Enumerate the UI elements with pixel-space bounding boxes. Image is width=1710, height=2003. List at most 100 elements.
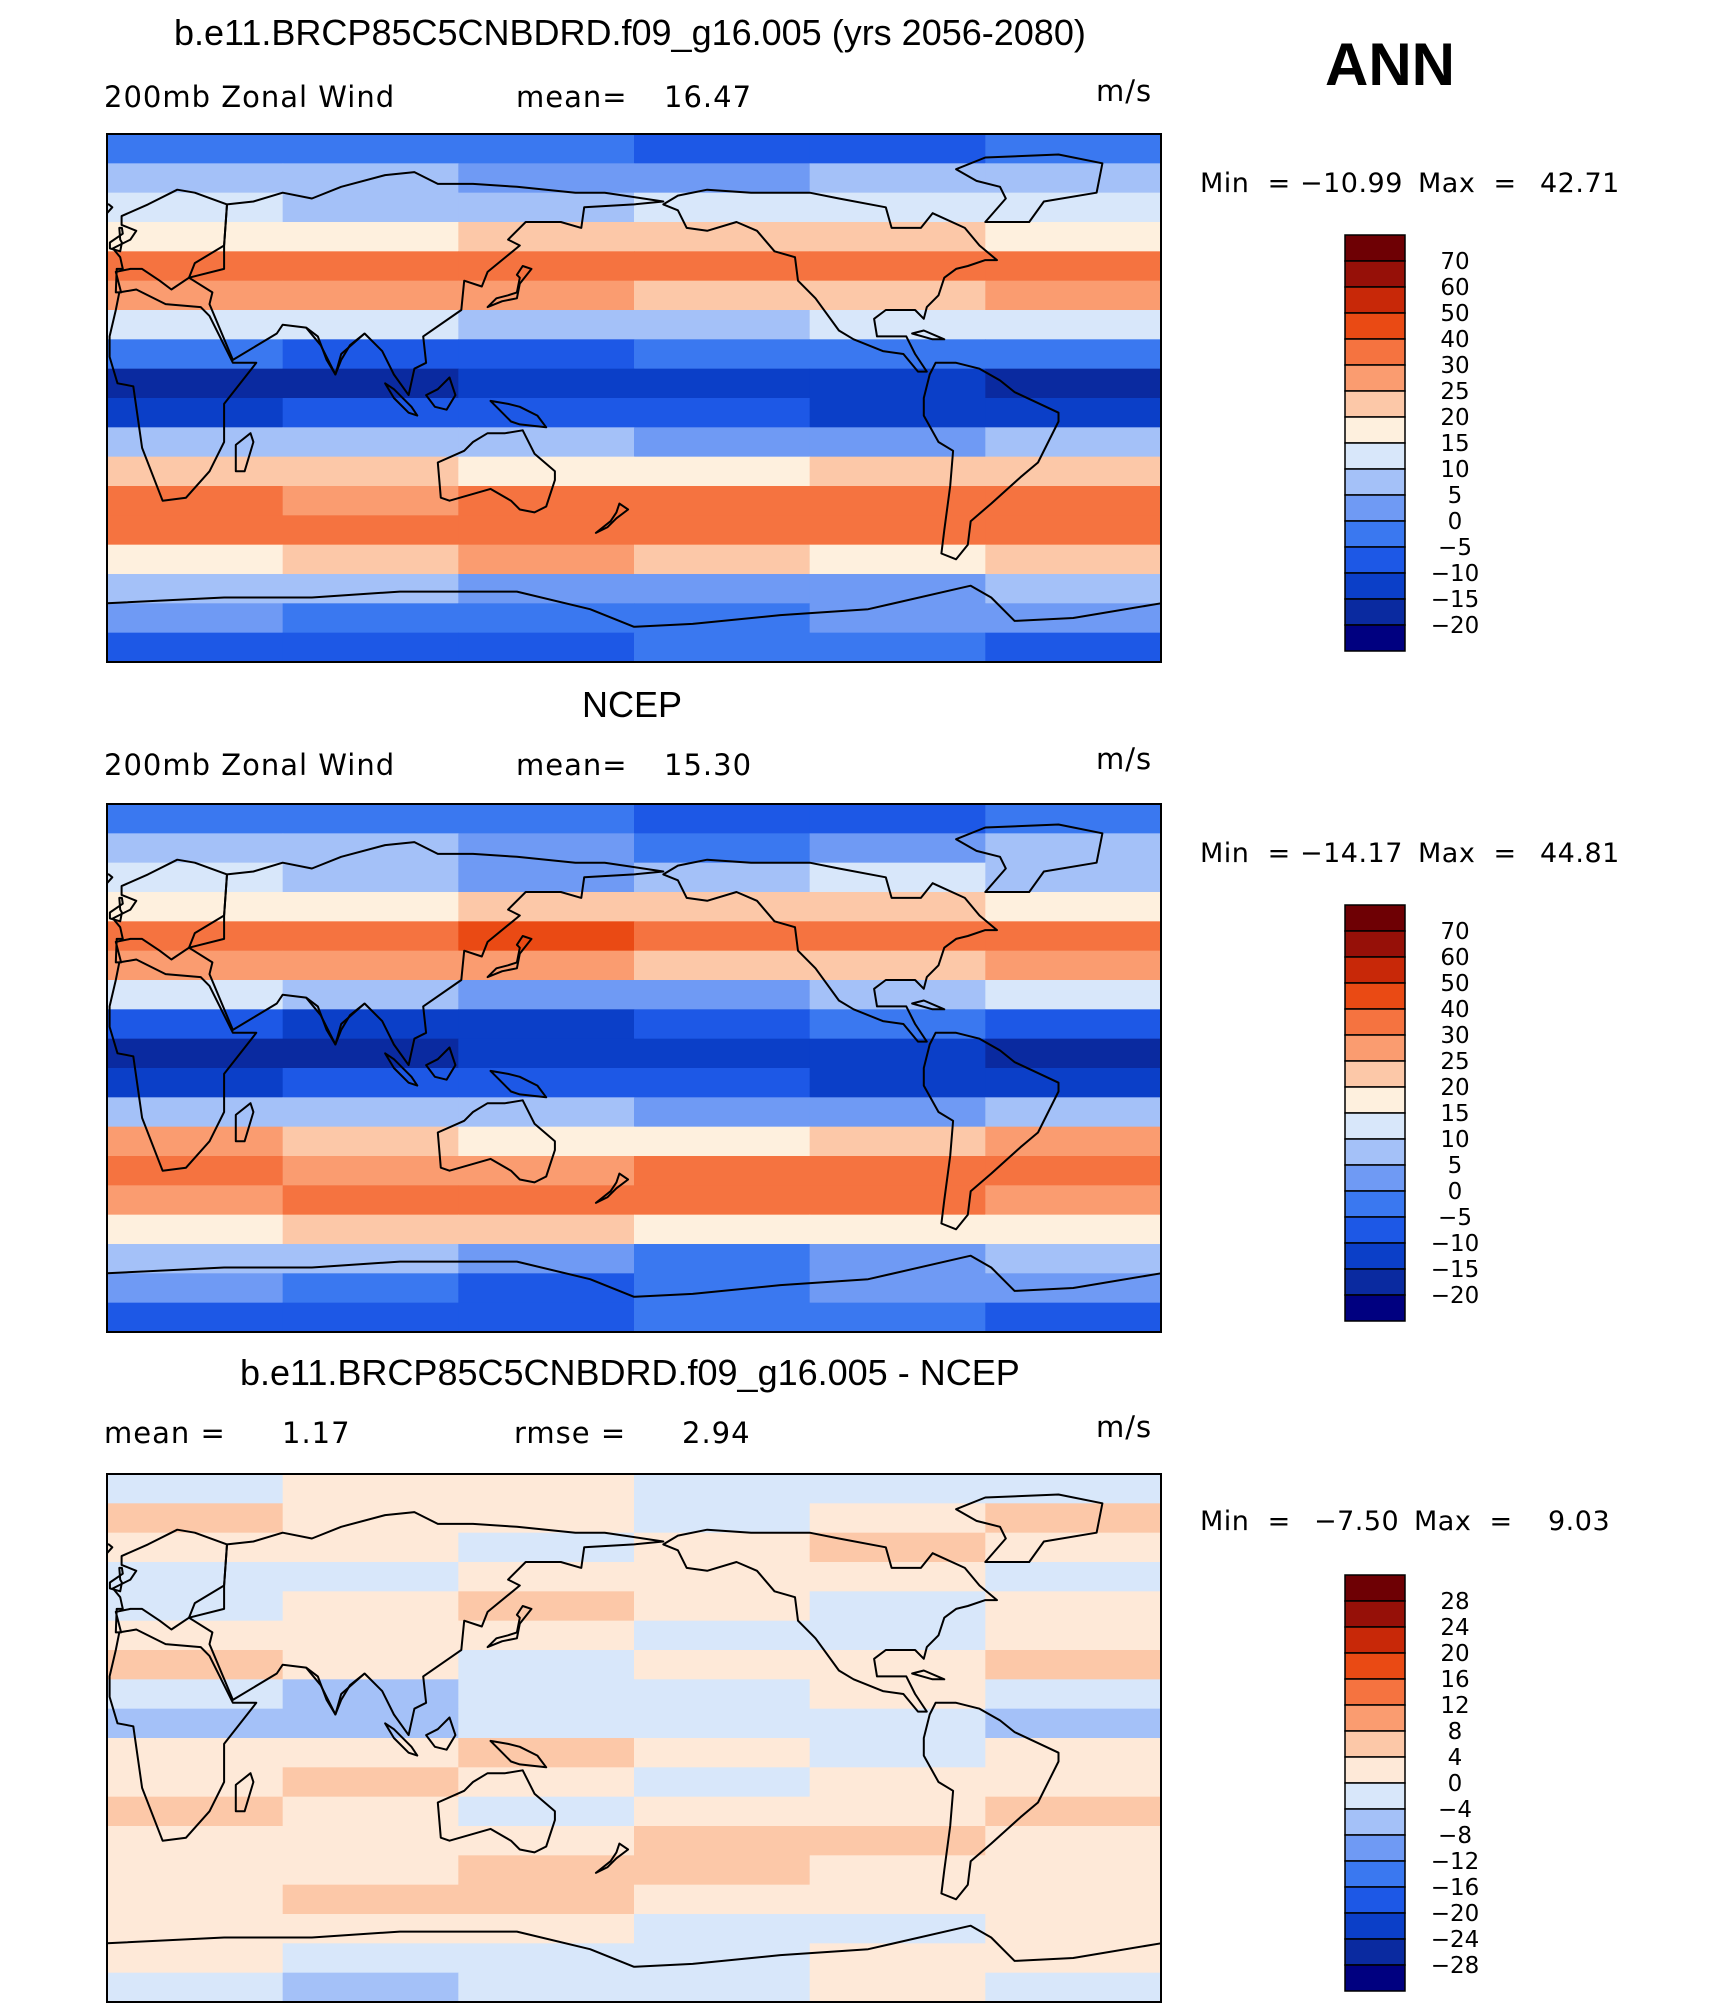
panel-2-min-value: −14.17 — [1300, 838, 1403, 869]
contour-band — [458, 892, 635, 922]
contour-band — [107, 603, 284, 634]
colorbar-tick-label: 15 — [1440, 1101, 1469, 1127]
panel-3-map — [106, 1473, 1162, 2003]
contour-band — [985, 862, 1162, 893]
contour-band — [282, 134, 459, 164]
colorbar-tick-label: 15 — [1440, 431, 1469, 457]
contour-band — [458, 1650, 635, 1680]
colorbar-swatch — [1344, 956, 1406, 984]
contour-band — [282, 1972, 459, 2003]
contour-band — [634, 339, 811, 370]
coastline-madagascar — [234, 1772, 255, 1813]
contour-band — [809, 398, 986, 428]
contour-band — [107, 427, 284, 458]
contour-band — [282, 921, 459, 952]
contour-band — [458, 222, 635, 252]
coastline-newzealand — [594, 502, 630, 534]
coastline-borneo — [425, 1716, 457, 1751]
colorbar-swatch — [1344, 1190, 1406, 1218]
contour-band — [634, 1009, 811, 1040]
contour-band — [107, 1650, 284, 1680]
contour-band — [458, 456, 635, 487]
contour-band — [458, 1738, 635, 1768]
contour-band — [282, 1009, 459, 1040]
contour-band — [107, 544, 284, 575]
contour-band — [107, 1708, 284, 1739]
contour-band — [985, 1214, 1162, 1245]
colorbar-tick-label: 40 — [1440, 327, 1469, 353]
contour-band — [634, 398, 811, 428]
contour-band — [634, 1972, 811, 2003]
coastline-borneo — [425, 376, 457, 411]
colorbar-swatch — [1344, 624, 1406, 652]
contour-band — [282, 574, 459, 604]
contour-band — [458, 368, 635, 399]
panel-1-mean-label: mean= — [516, 80, 628, 114]
contour-band — [809, 1591, 986, 1622]
contour-band — [282, 1302, 459, 1333]
panel-1-units: m/s — [1096, 74, 1153, 108]
panel-1-min-label: Min = — [1200, 168, 1291, 199]
contour-band — [107, 1214, 284, 1245]
contour-band — [985, 1503, 1162, 1534]
contour-band — [458, 1185, 635, 1216]
contour-band — [634, 310, 811, 340]
contour-band — [634, 833, 811, 864]
colorbar-tick-label: 4 — [1448, 1745, 1463, 1771]
colorbar-tick-label: −20 — [1431, 1283, 1480, 1309]
contour-band — [282, 804, 459, 834]
contour-band — [458, 1302, 635, 1333]
contour-band — [458, 833, 635, 864]
colorbar-tick-label: 20 — [1440, 1641, 1469, 1667]
contour-band — [282, 339, 459, 370]
contour-band — [985, 892, 1162, 922]
contour-band — [985, 1767, 1162, 1798]
contour-band — [809, 1302, 986, 1333]
contour-band — [985, 632, 1162, 663]
coastline-australia — [436, 1099, 556, 1184]
colorbar-swatch — [1344, 468, 1406, 496]
colorbar-tick-label: 28 — [1440, 1589, 1469, 1615]
contour-band — [985, 456, 1162, 487]
contour-band — [107, 862, 284, 893]
contour-band — [634, 804, 811, 834]
colorbar-swatch — [1344, 260, 1406, 288]
contour-band — [985, 1244, 1162, 1274]
coastline-sumatra — [384, 382, 419, 417]
colorbar-tick-label: 50 — [1440, 301, 1469, 327]
contour-band — [107, 632, 284, 663]
coastline-uk — [108, 896, 124, 923]
colorbar-swatch — [1344, 390, 1406, 418]
contour-band — [282, 1650, 459, 1680]
contour-band — [458, 1068, 635, 1098]
colorbar-swatch — [1344, 1730, 1406, 1758]
contour-band — [634, 280, 811, 311]
colorbar-tick-label: 5 — [1448, 483, 1463, 509]
contour-band — [634, 427, 811, 458]
contour-band — [282, 1126, 459, 1157]
contour-band — [107, 1126, 284, 1157]
contour-band — [458, 632, 635, 663]
contour-band — [107, 1474, 284, 1504]
contour-band — [634, 950, 811, 981]
panel-3-min-value: −7.50 — [1314, 1506, 1400, 1537]
colorbar-swatch — [1344, 312, 1406, 340]
colorbar-swatch — [1344, 1294, 1406, 1322]
colorbar-tick-label: 25 — [1440, 379, 1469, 405]
contour-band — [634, 1273, 811, 1304]
colorbar-swatch — [1344, 1704, 1406, 1732]
contour-band — [634, 1855, 811, 1886]
contour-band — [985, 192, 1162, 223]
colorbar-swatch — [1344, 1964, 1406, 1992]
panel-2-field-label: 200mb Zonal Wind — [104, 748, 396, 782]
contour-band — [809, 1943, 986, 1974]
coastline-japan — [486, 935, 533, 979]
contour-band — [282, 632, 459, 663]
contour-band — [282, 398, 459, 428]
contour-band — [458, 163, 635, 194]
coastline-samerica — [922, 1031, 1060, 1231]
colorbar-tick-label: −12 — [1431, 1849, 1480, 1875]
contour-band — [107, 1620, 284, 1651]
contour-band — [809, 1972, 986, 2003]
contour-band — [809, 804, 986, 834]
